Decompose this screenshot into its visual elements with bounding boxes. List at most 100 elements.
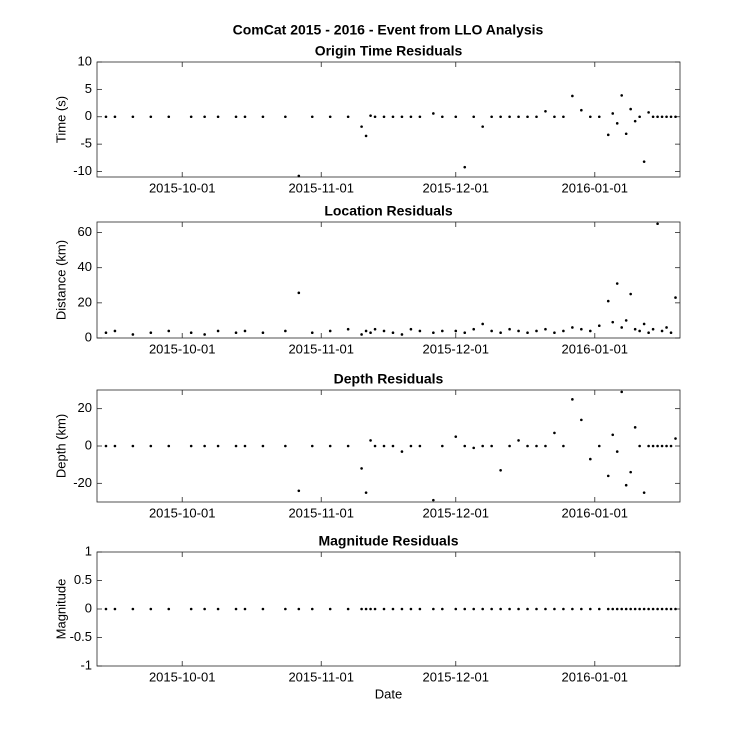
point	[665, 326, 668, 329]
point	[391, 607, 395, 611]
point	[454, 435, 458, 438]
point	[261, 115, 265, 119]
point	[297, 174, 301, 178]
y-tick-label: 0	[85, 329, 92, 344]
point	[360, 125, 363, 128]
point	[189, 331, 193, 335]
x-tick-label: 2016-01-01	[562, 669, 629, 684]
point	[674, 296, 677, 299]
point	[441, 444, 444, 448]
point	[611, 607, 615, 611]
x-tick-label: 2016-01-01	[562, 180, 629, 195]
point	[553, 431, 556, 435]
point	[535, 607, 538, 611]
point	[310, 331, 314, 335]
point	[149, 331, 153, 335]
subplot-title: Origin Time Residuals	[315, 43, 463, 59]
point	[624, 483, 628, 487]
point	[284, 444, 287, 448]
point	[243, 607, 247, 611]
point	[517, 115, 520, 119]
point	[149, 444, 153, 448]
point	[234, 444, 238, 448]
point	[472, 115, 476, 119]
point	[463, 444, 467, 448]
point	[472, 607, 476, 611]
point	[638, 115, 641, 119]
y-tick-label: -0.5	[70, 629, 92, 644]
point	[651, 607, 655, 611]
point	[441, 607, 444, 611]
x-tick-label: 2015-10-01	[149, 180, 216, 195]
point	[346, 607, 350, 611]
point	[441, 329, 444, 333]
y-tick-label: -20	[73, 475, 92, 490]
point	[571, 94, 574, 98]
point	[580, 108, 583, 112]
point	[620, 390, 623, 394]
point	[544, 109, 547, 113]
y-axis-label: Magnitude	[53, 579, 68, 640]
point	[651, 115, 655, 119]
point	[463, 331, 467, 335]
point	[611, 320, 615, 324]
point	[535, 329, 538, 333]
point	[113, 607, 117, 611]
point	[463, 165, 467, 169]
point	[490, 444, 493, 448]
point	[611, 112, 615, 115]
point	[369, 114, 372, 117]
plot-area	[96, 221, 681, 339]
point	[297, 607, 301, 611]
y-tick-label: 20	[78, 400, 92, 415]
point	[234, 331, 238, 335]
point	[535, 115, 538, 119]
y-tick-label: 0	[85, 600, 92, 615]
x-tick-label: 2015-12-01	[423, 180, 490, 195]
y-tick-label: 0.5	[74, 572, 92, 587]
point	[589, 607, 592, 611]
point	[243, 329, 247, 333]
point	[189, 607, 193, 611]
point	[310, 444, 314, 448]
point	[216, 607, 220, 611]
point	[409, 327, 413, 331]
point	[328, 444, 332, 448]
x-tick-label: 2015-11-01	[288, 505, 354, 520]
point	[597, 444, 601, 448]
point	[660, 444, 664, 448]
point	[131, 333, 135, 336]
point	[638, 329, 641, 333]
point	[432, 331, 435, 335]
point	[638, 607, 641, 611]
x-tick-label: 2015-11-01	[288, 669, 354, 684]
point	[243, 444, 247, 448]
point	[674, 437, 677, 440]
point	[620, 94, 623, 97]
point	[544, 607, 547, 611]
point	[472, 446, 476, 450]
point	[364, 134, 368, 138]
point	[633, 607, 637, 611]
point	[409, 444, 413, 448]
point	[391, 331, 395, 335]
point	[674, 115, 677, 119]
point	[167, 115, 171, 119]
point	[149, 115, 153, 119]
point	[526, 331, 529, 335]
point	[490, 329, 493, 333]
point	[615, 282, 619, 285]
point	[382, 444, 386, 448]
point	[203, 333, 206, 336]
y-tick-label: -5	[80, 136, 92, 151]
point	[131, 444, 135, 448]
x-tick-label: 2015-12-01	[423, 669, 490, 684]
point	[647, 111, 650, 114]
point	[665, 444, 668, 448]
point	[360, 333, 363, 336]
point	[589, 457, 592, 461]
point	[562, 115, 565, 119]
point	[328, 607, 332, 611]
point	[261, 331, 265, 335]
